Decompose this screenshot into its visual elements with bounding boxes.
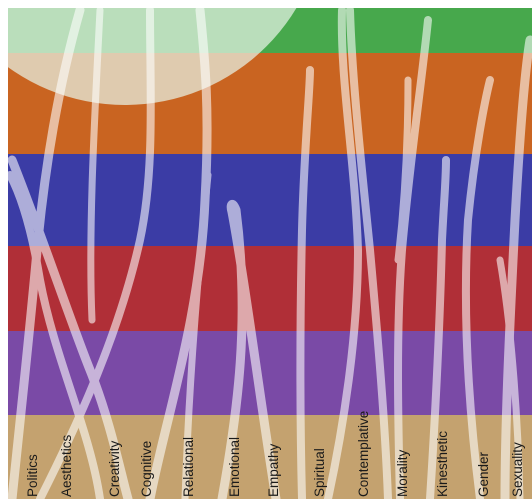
label-spiritual: Spiritual — [312, 448, 327, 497]
strand-gender — [461, 76, 494, 499]
top-margin — [0, 0, 532, 8]
left-margin — [0, 0, 8, 499]
strand-sexuality-a — [500, 35, 532, 499]
strand-relational-b — [181, 171, 212, 499]
label-contemplative: Contemplative — [356, 411, 371, 497]
label-morality: Morality — [395, 449, 410, 497]
label-sexuality: Sexuality — [510, 442, 525, 497]
strand-creativity-b — [87, 6, 104, 324]
strand-contemplative-a — [324, 6, 363, 499]
label-emotional: Emotional — [227, 437, 242, 497]
label-empathy: Empathy — [266, 443, 281, 497]
label-cognitive: Cognitive — [139, 441, 154, 497]
label-relational: Relational — [181, 437, 196, 497]
strand-creativity-a — [36, 6, 155, 499]
strand-kinesthetic — [426, 156, 450, 499]
label-kinesthetic: Kinesthetic — [435, 431, 450, 497]
band-blue — [8, 154, 532, 246]
strand-contemplative-b — [346, 6, 392, 499]
label-gender: Gender — [476, 451, 491, 497]
strand-spiritual — [296, 66, 314, 499]
label-aesthetics: Aesthetics — [59, 434, 74, 497]
strand-sexuality-b — [496, 256, 524, 499]
band-red — [8, 246, 532, 331]
strands — [6, 5, 532, 499]
strand-emotional — [217, 199, 281, 499]
line-labels: Politics Aesthetics Creativity Cognitive… — [25, 411, 525, 497]
label-politics: Politics — [25, 454, 40, 497]
strand-cognitive — [6, 171, 104, 499]
strand-aesthetics — [7, 5, 85, 499]
label-creativity: Creativity — [107, 440, 122, 497]
strand-morality-b — [394, 76, 412, 264]
